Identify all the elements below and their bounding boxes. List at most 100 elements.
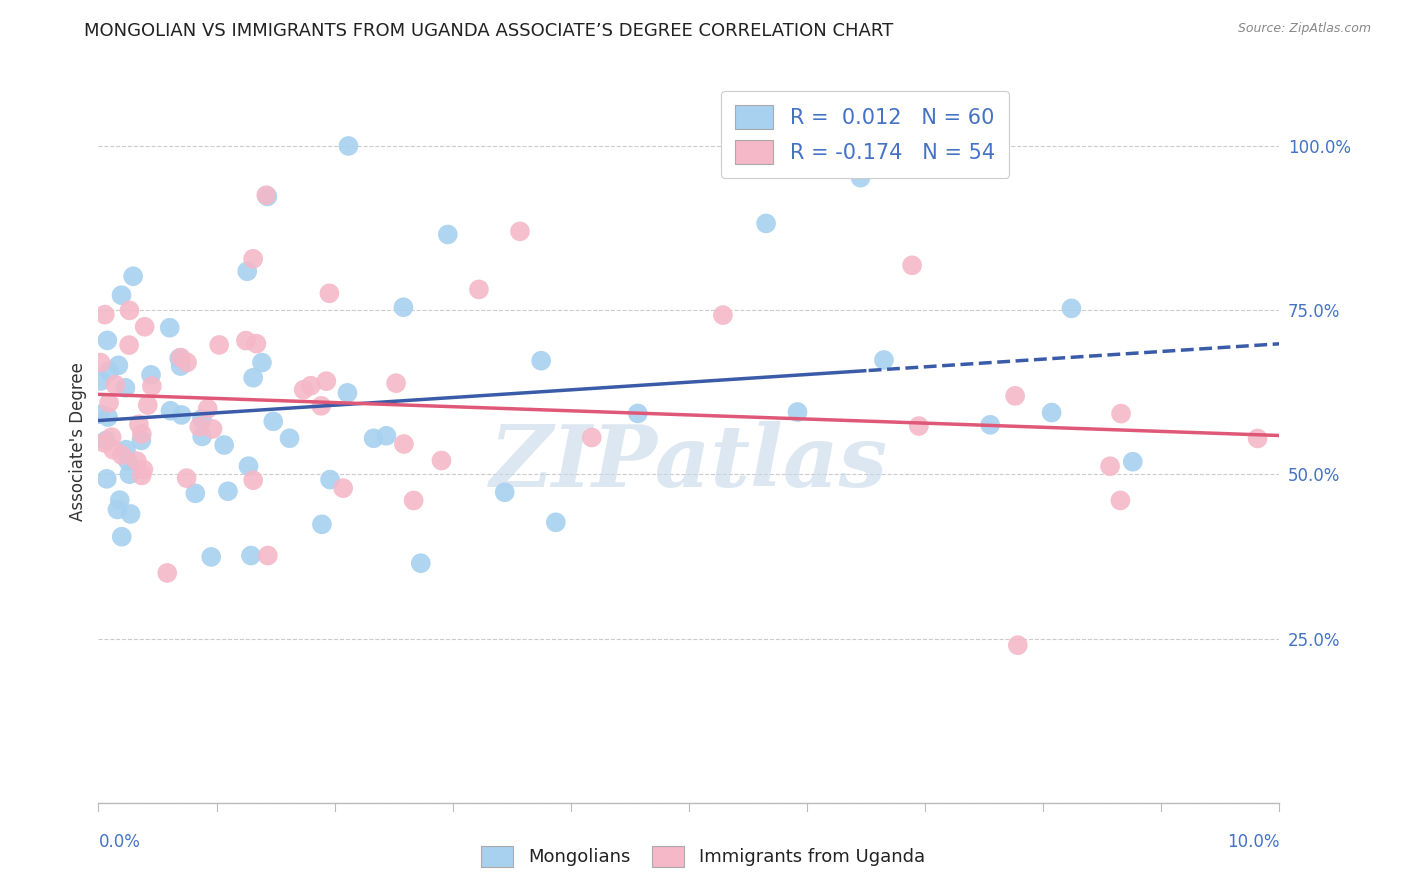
Point [159,403,181,417]
Point [98,396,121,410]
Y-axis label: Associate's Degree: Associate's Degree [69,362,87,521]
Point [131,426,153,441]
Point [136,398,159,412]
Point [114,381,136,395]
Point [299,378,322,392]
Point [908,419,931,434]
Point [332,481,354,495]
Point [979,417,1001,432]
Point [509,224,531,238]
Point [90,356,112,370]
Point [544,516,567,530]
Text: ZIPatlas: ZIPatlas [489,421,889,505]
Point [242,370,264,384]
Point [197,401,219,416]
Point [278,431,301,445]
Point [250,355,273,369]
Point [262,414,284,428]
Point [96,334,118,348]
Point [118,338,141,352]
Point [1246,432,1268,446]
Point [170,351,193,365]
Point [159,320,181,334]
Point [217,484,239,499]
Point [409,556,432,570]
Point [430,453,453,467]
Point [494,485,516,500]
Text: MONGOLIAN VS IMMIGRANTS FROM UGANDA ASSOCIATE’S DEGREE CORRELATION CHART: MONGOLIAN VS IMMIGRANTS FROM UGANDA ASSO… [84,22,894,40]
Point [107,502,129,516]
Point [176,355,198,369]
Text: 10.0%: 10.0% [1227,833,1279,851]
Point [254,188,277,202]
Point [238,459,260,474]
Point [309,399,332,413]
Point [437,227,460,242]
Point [170,408,193,422]
Point [242,473,264,487]
Point [235,334,257,348]
Point [711,308,734,322]
Point [128,417,150,432]
Point [118,303,141,318]
Point [212,438,235,452]
Point [115,442,138,457]
Point [167,351,190,366]
Point [336,385,359,400]
Point [375,429,398,443]
Point [169,359,191,373]
Point [188,419,211,434]
Point [111,448,134,462]
Point [107,359,129,373]
Point [117,454,139,468]
Point [627,407,650,421]
Point [581,430,603,444]
Point [1060,301,1083,316]
Point [97,410,120,425]
Point [402,493,425,508]
Point [385,376,408,391]
Point [245,336,267,351]
Point [191,411,214,425]
Point [530,353,553,368]
Point [1004,389,1026,403]
Point [257,549,280,563]
Point [849,170,872,185]
Point [94,308,117,322]
Point [256,189,278,203]
Point [141,379,163,393]
Point [103,442,125,457]
Point [1109,407,1132,421]
Point [98,364,121,378]
Point [242,252,264,266]
Point [1109,493,1132,508]
Text: Source: ZipAtlas.com: Source: ZipAtlas.com [1237,22,1371,36]
Point [100,430,122,444]
Point [94,434,117,448]
Point [1040,406,1063,420]
Point [184,486,207,500]
Point [468,282,491,296]
Point [108,493,131,508]
Point [89,407,111,421]
Point [786,405,808,419]
Point [110,288,132,302]
Point [122,269,145,284]
Point [239,549,262,563]
Point [311,517,333,532]
Point [337,139,360,153]
Point [134,319,156,334]
Point [111,530,134,544]
Point [96,472,118,486]
Point [873,353,896,368]
Point [131,468,153,483]
Point [139,368,162,382]
Point [104,377,127,392]
Point [200,549,222,564]
Point [201,422,224,436]
Point [319,473,342,487]
Point [120,507,142,521]
Point [118,467,141,482]
Point [755,216,778,230]
Point [125,454,148,468]
